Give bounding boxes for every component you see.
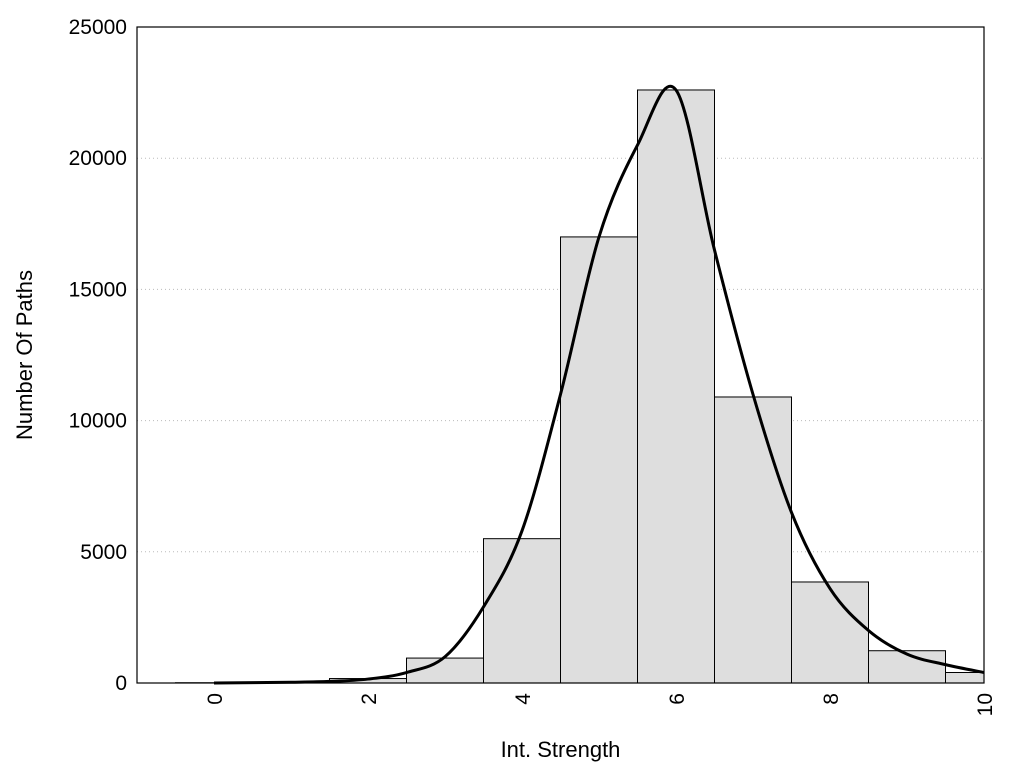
y-axis-ticks: 0 5000 10000 15000 20000 25000 bbox=[69, 16, 127, 695]
density-curve bbox=[213, 85, 985, 685]
y-tick-label: 25000 bbox=[69, 16, 127, 39]
histogram-bar bbox=[483, 538, 561, 684]
y-tick-label: 0 bbox=[115, 672, 127, 695]
x-tick-label: 8 bbox=[820, 693, 843, 705]
y-tick-label: 10000 bbox=[69, 410, 127, 433]
plot-frame bbox=[136, 26, 985, 684]
x-tick-label: 2 bbox=[358, 693, 381, 705]
histogram-bar bbox=[945, 672, 985, 684]
x-tick-label: 4 bbox=[512, 693, 535, 705]
y-tick-label: 20000 bbox=[69, 147, 127, 170]
x-tick-label: 6 bbox=[666, 693, 689, 705]
x-axis-label: Int. Strength bbox=[501, 737, 621, 762]
x-axis-ticks: 0 2 4 6 8 10 bbox=[204, 693, 997, 717]
histogram-bar bbox=[714, 396, 792, 684]
y-tick-label: 5000 bbox=[80, 541, 127, 564]
bar-series bbox=[175, 89, 985, 684]
histogram-bar bbox=[791, 581, 869, 684]
histogram-bar bbox=[560, 236, 638, 684]
x-tick-label: 0 bbox=[204, 693, 227, 705]
x-tick-label: 10 bbox=[974, 693, 997, 716]
histogram-bar bbox=[637, 89, 715, 684]
y-tick-label: 15000 bbox=[69, 278, 127, 301]
y-axis-label: Number Of Paths bbox=[12, 270, 37, 440]
